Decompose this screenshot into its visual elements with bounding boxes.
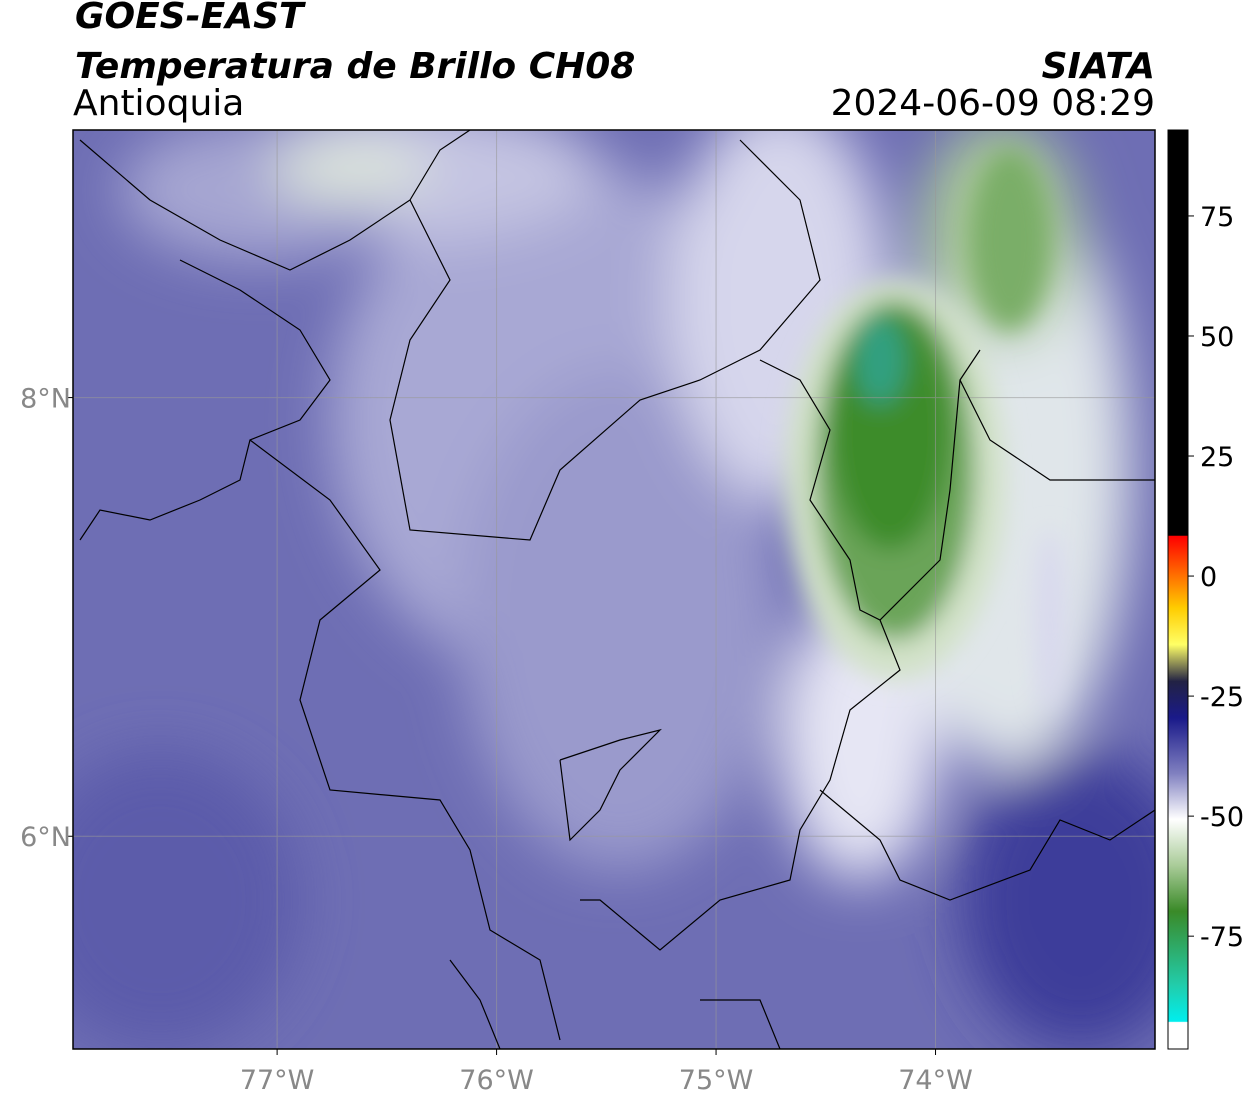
boundaries	[79, 130, 1155, 1049]
colorbar-tick-label: 0	[1200, 562, 1217, 593]
x-tick-label: 77°W	[240, 1065, 315, 1096]
colorbar-tick-label: -25	[1200, 682, 1244, 713]
graticule	[73, 130, 1155, 1049]
y-tick-label: 8°N	[20, 384, 71, 415]
colorbar-tick-label: 50	[1200, 322, 1234, 353]
colorbar-tick-label: -75	[1200, 922, 1244, 953]
map-frame	[72, 129, 1156, 1050]
colorbar-tick-label: 25	[1200, 442, 1234, 473]
colorbar	[1167, 129, 1189, 1050]
x-tick-label: 75°W	[679, 1065, 754, 1096]
satellite-image	[73, 130, 1155, 1049]
title: GOES-EAST	[75, 0, 306, 37]
subtitle: Temperatura de Brillo CH08	[75, 46, 635, 87]
source: SIATA	[1042, 46, 1155, 87]
y-tick-label: 6°N	[20, 822, 71, 853]
x-tick-label: 74°W	[898, 1065, 973, 1096]
region: Antioquia	[73, 83, 244, 124]
colorbar-tick-label: 75	[1200, 202, 1234, 233]
timestamp: 2024-06-09 08:29	[831, 83, 1155, 124]
colorbar-tick-label: -50	[1200, 802, 1244, 833]
x-tick-label: 76°W	[459, 1065, 534, 1096]
